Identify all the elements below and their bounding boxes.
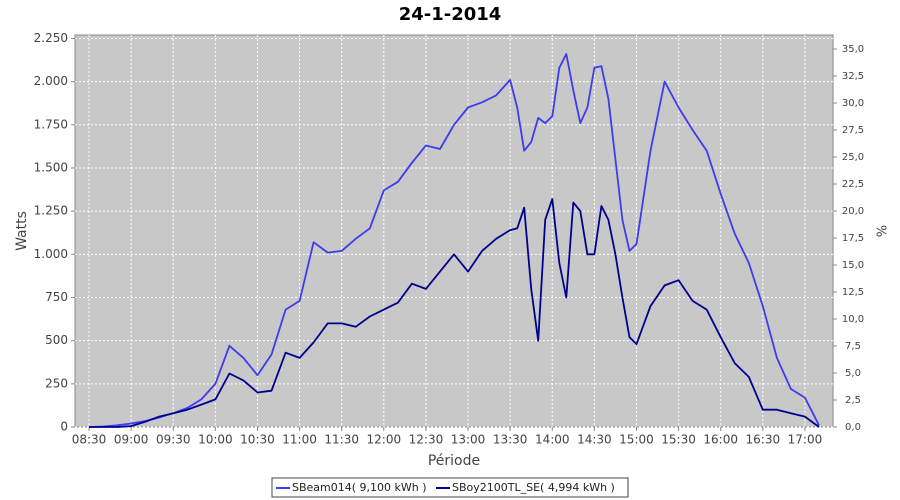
x-tick-label: 15:00 — [619, 433, 654, 447]
x-tick-label: 14:30 — [577, 433, 612, 447]
y2-tick-label: 20,0 — [842, 206, 864, 217]
series-line — [89, 198, 820, 428]
y2-tick-label: 12,5 — [842, 287, 864, 298]
x-tick-label: 08:30 — [72, 433, 107, 447]
y2-tick-label: 2,5 — [845, 395, 861, 406]
x-tick-label: 10:00 — [198, 433, 233, 447]
x-tick-label: 16:00 — [703, 433, 738, 447]
x-tick-label: 14:00 — [535, 433, 570, 447]
y2-tick-label: 0,0 — [845, 422, 861, 433]
y2-tick-label: 25,0 — [842, 152, 864, 163]
y-tick-label: 500 — [45, 333, 68, 347]
x-axis-label: Période — [428, 453, 480, 469]
x-tick-label: 13:00 — [451, 433, 486, 447]
x-tick-label: 10:30 — [240, 433, 275, 447]
y2-tick-label: 22,5 — [842, 179, 864, 190]
y-tick-label: 2.250 — [34, 31, 68, 45]
y-tick-label: 750 — [45, 290, 68, 304]
y2-tick-label: 10,0 — [842, 314, 864, 325]
x-tick-label: 11:00 — [282, 433, 317, 447]
y-tick-label: 0 — [60, 420, 68, 434]
y2-tick-label: 15,0 — [842, 260, 864, 271]
y2-tick-label: 30,0 — [842, 98, 864, 109]
plot-area — [74, 34, 834, 428]
y-tick-label: 2.000 — [34, 74, 68, 88]
y-tick-label: 250 — [45, 376, 68, 390]
y-tick-label: 1.000 — [34, 247, 68, 261]
legend-label: SBeam014( 9,100 kWh ) — [292, 481, 427, 494]
y-axis-label: Watts — [14, 211, 30, 251]
y2-tick-label: 27,5 — [842, 125, 864, 136]
x-tick-label: 09:30 — [156, 433, 191, 447]
y2-tick-label: 5,0 — [845, 368, 861, 379]
x-tick-label: 15:30 — [661, 433, 696, 447]
chart-title: 24-1-2014 — [399, 4, 502, 25]
y-tick-label: 1.750 — [34, 117, 68, 131]
y2-axis-label: % — [873, 225, 888, 237]
legend-label: SBoy2100TL_SE( 4,994 kWh ) — [452, 481, 615, 494]
x-tick-label: 09:00 — [114, 433, 149, 447]
x-tick-label: 11:30 — [324, 433, 359, 447]
series-line — [88, 53, 820, 428]
y-tick-label: 1.500 — [34, 160, 68, 174]
x-tick-label: 13:30 — [493, 433, 528, 447]
y-tick-label: 1.250 — [34, 204, 68, 218]
y2-tick-label: 7,5 — [845, 341, 861, 352]
x-tick-label: 17:00 — [788, 433, 823, 447]
y2-tick-label: 35,0 — [842, 44, 864, 55]
y2-tick-label: 32,5 — [842, 71, 864, 82]
x-tick-label: 12:00 — [367, 433, 402, 447]
y2-tick-label: 17,5 — [842, 233, 864, 244]
x-tick-label: 16:30 — [746, 433, 781, 447]
x-tick-label: 12:30 — [409, 433, 444, 447]
